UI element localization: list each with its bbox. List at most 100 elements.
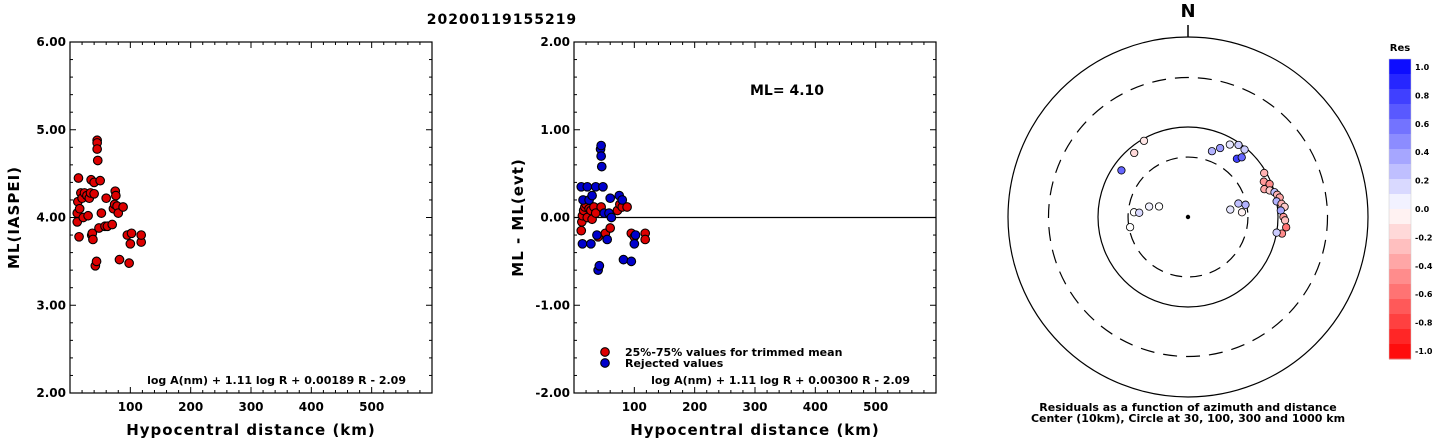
- data-point: [111, 190, 121, 201]
- y-tick-label: 0.00: [540, 211, 570, 225]
- y-tick-label: 4.00: [36, 211, 66, 225]
- x-axis-label: Hypocentral distance (km): [630, 421, 880, 439]
- station-point: [1237, 153, 1246, 162]
- colorbar-label: -0.8: [1415, 319, 1433, 328]
- data-point: [83, 210, 93, 221]
- y-tick-label: 6.00: [36, 35, 66, 49]
- data-point: [92, 155, 103, 166]
- station-point: [1225, 140, 1234, 149]
- y-tick-label: -1.00: [535, 298, 570, 312]
- rejected-point: [617, 195, 628, 205]
- ring-100km: [1097, 126, 1279, 308]
- residual-colorbar: Res 1.0 0.8 0.6 0.4 0.2 0.0 -0.2 -0.4 -0.6 -0.8 -1.…: [1388, 43, 1433, 360]
- colorbar-label: -1.0: [1415, 347, 1433, 356]
- north-label: N: [1180, 1, 1195, 22]
- colorbar-segment: [1389, 179, 1411, 195]
- y-axis-label: ML - ML(evt): [509, 158, 527, 276]
- colorbar-segment: [1389, 269, 1411, 285]
- x-tick-label: 300: [742, 400, 767, 414]
- polar-caption: Residuals as a function of azimuth and d…: [1039, 401, 1336, 414]
- accepted-point: [622, 202, 632, 212]
- colorbar-segment: [1389, 209, 1411, 225]
- rejected-point: [596, 140, 607, 151]
- rejected-point: [598, 181, 608, 192]
- x-axis-label: Hypocentral distance (km): [126, 421, 376, 439]
- azimuth-residual-map: N Residuals as a function of azimuth and …: [1007, 1, 1369, 425]
- rejected-point: [582, 181, 593, 192]
- data-point: [89, 188, 99, 199]
- rejected-point: [594, 260, 605, 271]
- station-point: [1240, 145, 1249, 154]
- colorbar-segment: [1389, 164, 1411, 180]
- station-point: [1216, 143, 1225, 153]
- accepted-point: [640, 234, 651, 245]
- x-tick-label: 500: [863, 400, 888, 414]
- data-point: [118, 202, 128, 212]
- ml-annotation: ML= 4.10: [750, 83, 824, 99]
- accepted-point: [576, 225, 587, 236]
- colorbar-segment: [1389, 329, 1411, 345]
- data-point: [107, 219, 118, 230]
- colorbar-segment: [1389, 314, 1411, 330]
- y-axis-label: ML(IASPEI): [5, 166, 23, 269]
- ring-30km: [1127, 156, 1249, 278]
- station-point: [1117, 166, 1126, 175]
- x-tick-label: 100: [622, 400, 647, 414]
- station-point: [1272, 228, 1281, 237]
- rejected-point: [577, 238, 588, 249]
- data-point: [74, 203, 85, 214]
- station-point: [1126, 223, 1135, 232]
- station-point: [1237, 208, 1247, 217]
- colorbar-label: -0.2: [1415, 233, 1433, 242]
- data-point: [126, 228, 137, 239]
- epicenter-marker: [1185, 214, 1191, 220]
- station-point: [1154, 202, 1164, 211]
- colorbar-segment: [1389, 239, 1411, 255]
- x-tick-label: 300: [238, 400, 263, 414]
- x-tick-label: 400: [803, 400, 828, 414]
- colorbar-label: 0.0: [1415, 205, 1430, 214]
- data-point: [125, 238, 136, 249]
- y-tick-label: 5.00: [36, 123, 66, 137]
- colorbar-segment: [1389, 134, 1411, 150]
- y-tick-label: 2.00: [540, 35, 570, 49]
- colorbar-label: 0.2: [1415, 177, 1429, 186]
- colorbar-segment: [1389, 59, 1411, 75]
- polar-caption-2: Center (10km), Circle at 30, 100, 300 an…: [1031, 412, 1345, 425]
- rejected-point: [586, 238, 596, 249]
- colorbar-frame: [1388, 58, 1412, 360]
- data-point: [73, 173, 84, 183]
- colorbar-segment: [1389, 149, 1411, 165]
- rejected-point: [602, 234, 613, 245]
- colorbar-segment: [1389, 89, 1411, 105]
- residual-vs-distance-plot: 100 200 300 400 500 -2.00 -1.00 0.00 1.00 2.00 Hyp…: [509, 35, 937, 439]
- x-tick-label: 400: [299, 400, 324, 414]
- accepted-point: [605, 223, 616, 233]
- colorbar-segment: [1389, 74, 1411, 90]
- rejected-point: [629, 238, 640, 249]
- station-point: [1234, 199, 1243, 208]
- colorbar-segment: [1389, 224, 1411, 240]
- colorbar-label: 0.4: [1415, 148, 1430, 157]
- rejected-point: [605, 193, 616, 204]
- station-point: [1139, 136, 1149, 145]
- y-tick-label: 2.00: [36, 386, 66, 400]
- data-point: [95, 175, 106, 186]
- rejected-point: [618, 254, 629, 265]
- plot-frame: [69, 41, 433, 394]
- legend-marker-accepted: [600, 347, 610, 357]
- colorbar-segment: [1389, 344, 1411, 360]
- x-tick-label: 200: [178, 400, 203, 414]
- colorbar-label: 1.0: [1415, 63, 1430, 72]
- station-point: [1234, 140, 1243, 150]
- legend-label-rejected: Rejected values: [625, 357, 724, 370]
- rejected-point: [592, 230, 602, 240]
- station-point: [1241, 200, 1250, 209]
- colorbar-label: 0.6: [1415, 120, 1430, 129]
- data-point: [96, 208, 107, 218]
- data-point: [88, 234, 98, 245]
- station-point: [1145, 202, 1154, 211]
- colorbar-segment: [1389, 119, 1411, 135]
- data-point: [114, 254, 125, 265]
